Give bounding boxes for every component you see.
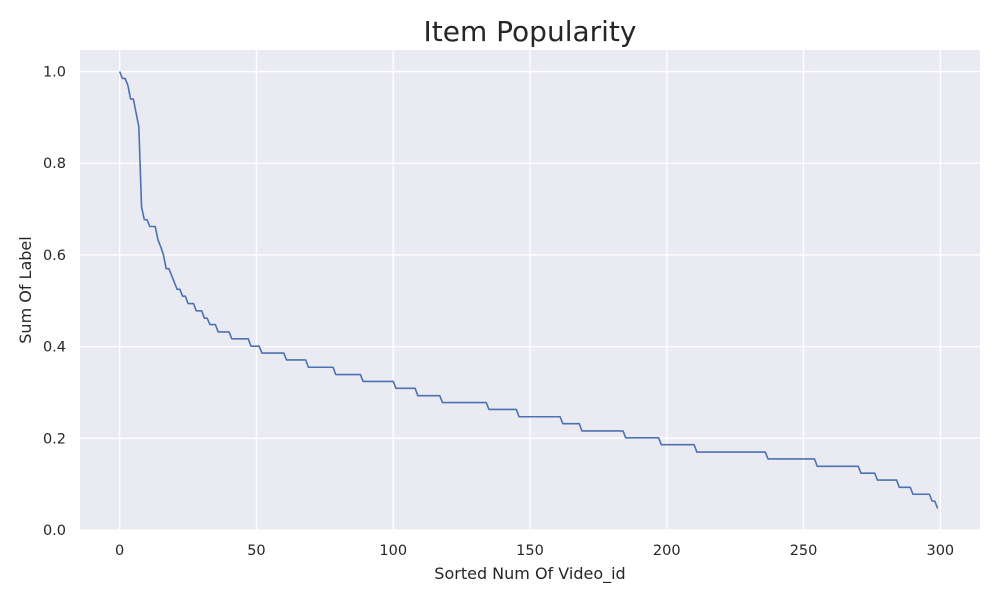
y-tick-label: 0.2 (43, 431, 66, 447)
chart-title: Item Popularity (424, 15, 637, 48)
x-tick-labels: 0 50 100 150 200 250 300 (115, 543, 954, 559)
series-line (118, 71, 939, 509)
x-tick-label: 150 (516, 543, 544, 559)
data-series (118, 71, 939, 509)
x-tick-label: 50 (247, 543, 265, 559)
x-tick-label: 200 (653, 543, 681, 559)
y-tick-label: 0.6 (43, 248, 66, 264)
grid-lines (80, 50, 980, 531)
y-tick-label: 0.8 (43, 156, 66, 172)
y-tick-label: 0.0 (43, 523, 66, 539)
x-tick-label: 100 (379, 543, 407, 559)
x-axis-label: Sorted Num Of Video_id (434, 564, 625, 584)
y-axis-label: Sum Of Label (16, 236, 35, 343)
x-tick-label: 0 (115, 543, 124, 559)
x-tick-label: 250 (790, 543, 818, 559)
y-tick-label: 0.4 (43, 340, 66, 356)
x-tick-label: 300 (926, 543, 954, 559)
y-tick-label: 1.0 (43, 65, 66, 81)
y-tick-labels: 0.0 0.2 0.4 0.6 0.8 1.0 (43, 65, 66, 539)
